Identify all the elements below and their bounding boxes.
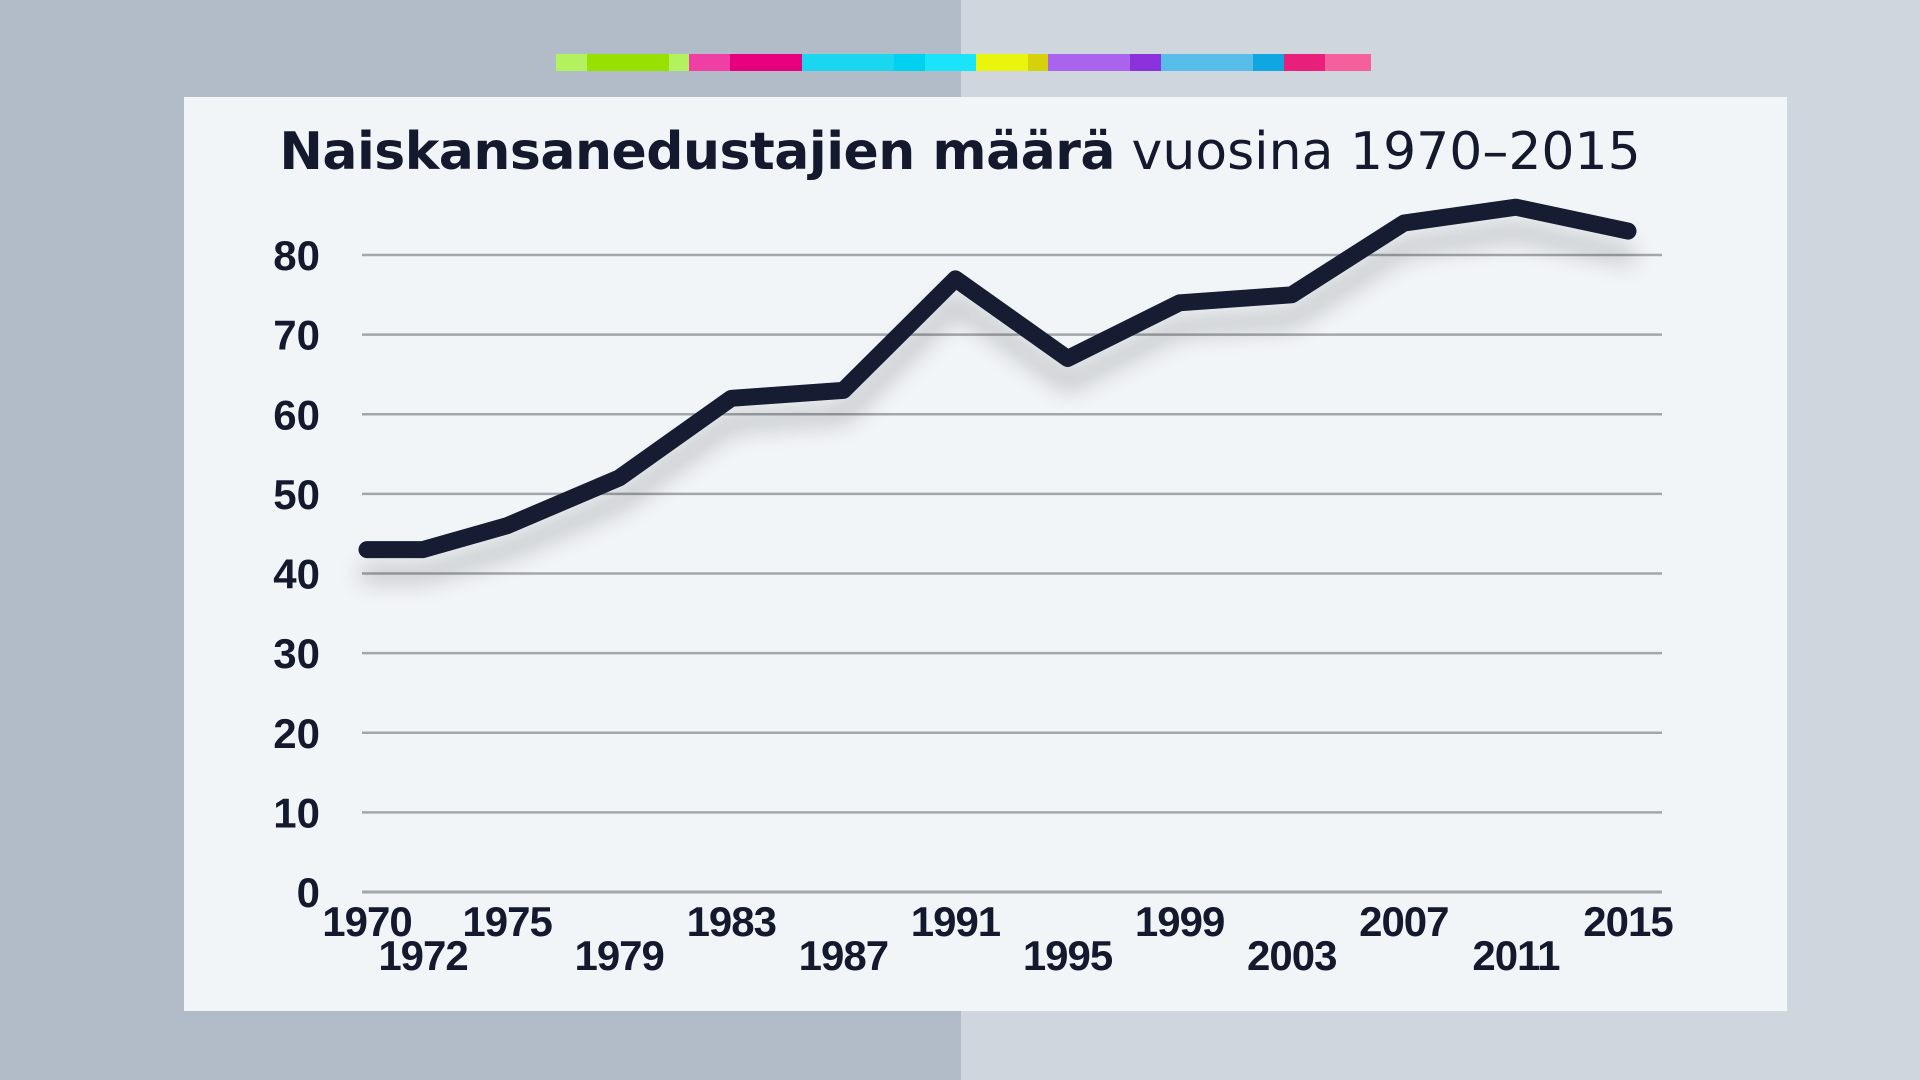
y-tick-label: 40 [273,551,320,598]
x-tick-label: 1991 [911,898,1001,945]
color-strip-segment [1253,54,1284,71]
x-tick-label: 1975 [462,898,552,945]
color-strip-segment [1048,54,1131,71]
x-tick-label: 2007 [1359,898,1448,945]
y-tick-label: 70 [273,312,320,359]
x-tick-label: 2003 [1247,932,1336,979]
y-tick-label: 80 [273,232,320,279]
series-line [358,198,1637,559]
y-tick-label: 0 [297,869,320,916]
x-tick-label: 1987 [799,932,888,979]
grid-lines [362,253,1662,894]
color-strip-segment [1130,54,1161,71]
x-tick-label: 1983 [687,898,776,945]
x-tick-label: 2011 [1472,932,1560,979]
x-tick-label: 1972 [378,932,467,979]
color-strip-segment [668,54,690,71]
chart-title-main: Naiskansanedustajien määrä [279,122,1116,182]
x-tick-label: 1979 [574,932,663,979]
color-strip-segment [1160,54,1254,71]
color-strip-segment [1324,54,1371,71]
y-axis-ticks: 0 10 20 30 40 50 60 70 80 [273,232,320,916]
y-tick-label: 10 [273,789,320,836]
color-strip-segment [1283,54,1325,71]
color-strip-decoration [556,54,1371,71]
color-strip-segment [894,54,926,71]
color-strip-segment [802,54,895,71]
color-strip-segment [556,54,587,71]
y-tick-label: 20 [273,710,320,757]
color-strip-segment [689,54,731,71]
chart-card [184,97,1787,1011]
y-tick-label: 30 [273,630,320,677]
x-tick-label: 1999 [1135,898,1224,945]
x-tick-label: 1970 [322,898,411,945]
x-tick-label: 2015 [1583,898,1673,945]
y-tick-label: 50 [273,471,320,518]
color-strip-segment [1027,54,1049,71]
color-strip-segment [586,54,669,71]
chart-subtitle: vuosina 1970–2015 [1131,122,1641,182]
color-strip-segment [730,54,803,71]
series-layer [358,198,1637,559]
y-tick-label: 60 [273,391,320,438]
x-tick-label: 1995 [1023,932,1113,979]
chart-title: Naiskansanedustajien määrä vuosina 1970–… [0,117,1920,187]
color-strip-segment [976,54,1028,71]
color-strip-segment [925,54,977,71]
